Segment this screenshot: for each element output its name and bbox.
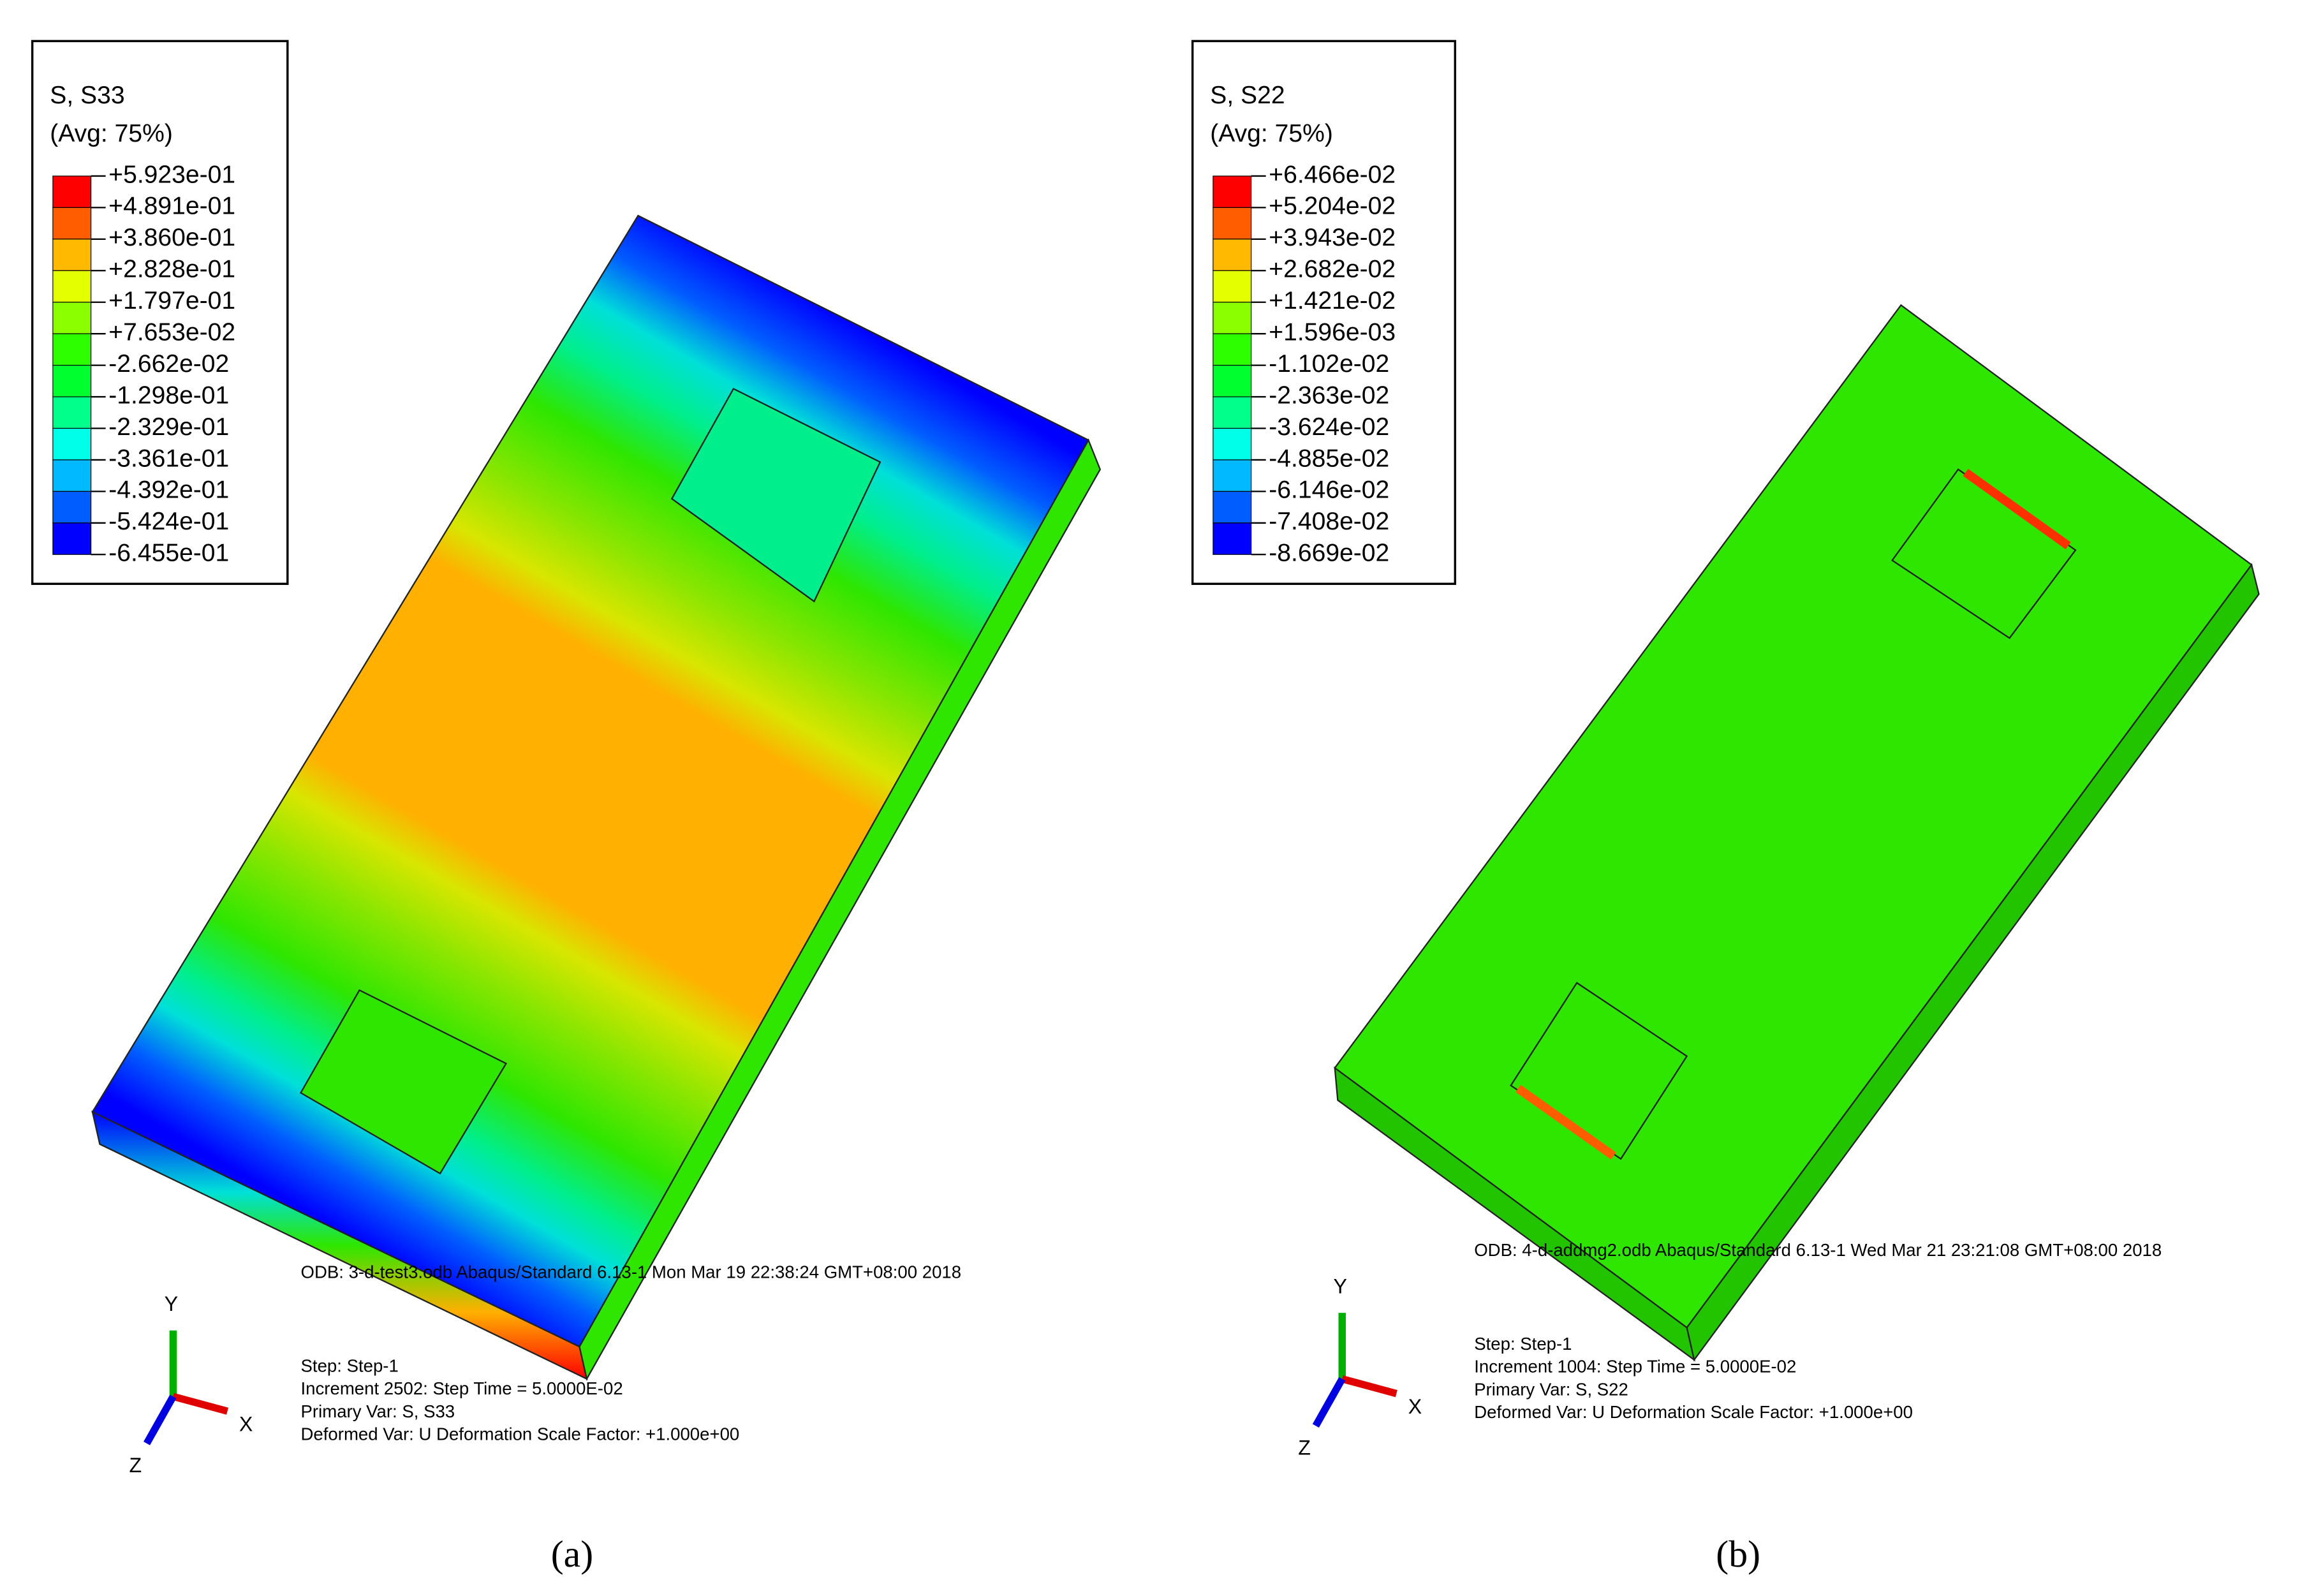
legend-swatch <box>52 302 92 334</box>
legend-label: +3.860e-01 <box>108 224 235 251</box>
legend-label: +2.682e-02 <box>1269 256 1396 283</box>
axis-y: Y <box>1333 1275 1346 1298</box>
step-info: Deformed Var: U Deformation Scale Factor… <box>1474 1402 1913 1422</box>
legend-label: +6.466e-02 <box>1269 161 1396 188</box>
legend-label: -4.392e-01 <box>108 477 229 504</box>
legend-label: +3.943e-02 <box>1269 224 1396 251</box>
legend-swatch <box>1213 175 1252 208</box>
legend-title: S, S22 <box>1210 82 1285 109</box>
step-info: Primary Var: S, S33 <box>301 1401 455 1421</box>
legend-label: +1.596e-03 <box>1269 318 1396 346</box>
legend-subtitle: (Avg: 75%) <box>50 120 173 147</box>
legend-swatch <box>52 522 92 555</box>
triad-x <box>1341 1375 1397 1398</box>
legend-swatch <box>52 491 92 524</box>
legend-swatch <box>1213 207 1252 240</box>
axis-z: Z <box>129 1454 142 1477</box>
legend-swatch <box>1213 427 1252 461</box>
legend-swatch <box>52 207 92 240</box>
legend-title: S, S33 <box>50 82 124 109</box>
legend-label: -6.455e-01 <box>108 540 229 567</box>
step-info: Step: Step-1 <box>1474 1334 1572 1354</box>
legend-swatch <box>1213 491 1252 524</box>
legend-label: +1.421e-02 <box>1269 287 1396 314</box>
legend-label: +1.797e-01 <box>108 287 235 314</box>
caption: (b) <box>1716 1533 1760 1575</box>
legend-label: -7.408e-02 <box>1269 508 1389 535</box>
legend-label: -3.361e-01 <box>108 445 229 472</box>
legend-swatch <box>1213 365 1252 397</box>
legend-swatch <box>1213 459 1252 492</box>
legend-swatch <box>1213 333 1252 366</box>
legend-label: -1.298e-01 <box>108 381 229 409</box>
legend-subtitle: (Avg: 75%) <box>1210 120 1333 147</box>
legend-label: +2.828e-01 <box>108 256 235 283</box>
legend-swatch <box>52 459 92 492</box>
legend-label: +5.204e-02 <box>1269 193 1396 220</box>
legend-swatch <box>52 239 92 271</box>
step-info: Increment 1004: Step Time = 5.0000E-02 <box>1474 1357 1796 1377</box>
axis-z: Z <box>1298 1437 1311 1459</box>
legend-swatch <box>1213 302 1252 334</box>
step-info: Increment 2502: Step Time = 5.0000E-02 <box>301 1378 623 1398</box>
legend-swatch <box>52 175 92 208</box>
step-info: Primary Var: S, S22 <box>1474 1379 1628 1399</box>
plate-a <box>91 214 1102 1381</box>
legend-swatch <box>1213 522 1252 555</box>
legend-label: -2.662e-02 <box>108 350 229 378</box>
legend-label: -6.146e-02 <box>1269 477 1389 504</box>
legend-label: -3.624e-02 <box>1269 413 1389 441</box>
plate-b <box>1334 304 2260 1362</box>
caption: (a) <box>551 1533 593 1575</box>
legend-swatch <box>52 270 92 303</box>
legend-swatch <box>1213 396 1252 429</box>
legend-swatch <box>1213 239 1252 271</box>
legend-label: -8.669e-02 <box>1269 540 1389 567</box>
legend-swatch <box>1213 270 1252 303</box>
stress-peak <box>1515 1084 1616 1160</box>
odb-info: ODB: 4-d-addmg2.odb Abaqus/Standard 6.13… <box>1474 1240 2162 1260</box>
axis-y: Y <box>165 1292 178 1315</box>
legend-label: +7.653e-02 <box>108 318 235 346</box>
stress-peak <box>1963 468 2071 550</box>
hole <box>670 387 881 603</box>
legend-label: -2.363e-02 <box>1269 381 1389 409</box>
legend-label: -4.885e-02 <box>1269 445 1389 472</box>
hole <box>299 989 508 1175</box>
legend-label: -2.329e-01 <box>108 413 229 441</box>
legend-label: +4.891e-01 <box>108 193 235 220</box>
legend-label: +5.923e-01 <box>108 161 235 188</box>
step-info: Deformed Var: U Deformation Scale Factor… <box>301 1424 740 1444</box>
step-info: Step: Step-1 <box>301 1356 399 1376</box>
legend-swatch <box>52 427 92 461</box>
legend-swatch <box>52 333 92 366</box>
odb-info: ODB: 3-d-test3.odb Abaqus/Standard 6.13-… <box>301 1262 962 1282</box>
triad-z <box>1312 1377 1346 1428</box>
axis-x: X <box>1408 1395 1422 1418</box>
legend-swatch <box>52 396 92 429</box>
legend-swatch <box>52 365 92 397</box>
legend-label: -5.424e-01 <box>108 508 229 535</box>
triad-z <box>144 1394 177 1445</box>
axis-x: X <box>239 1413 253 1436</box>
legend-label: -1.102e-02 <box>1269 350 1389 378</box>
triad-x <box>172 1393 229 1415</box>
